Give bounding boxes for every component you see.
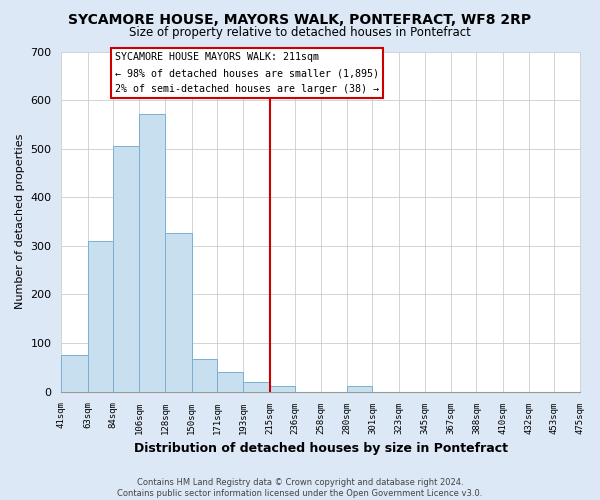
Bar <box>217 372 243 392</box>
Bar <box>192 358 217 392</box>
Bar <box>88 240 113 392</box>
Bar <box>61 355 88 392</box>
Bar <box>269 386 295 392</box>
Text: Size of property relative to detached houses in Pontefract: Size of property relative to detached ho… <box>129 26 471 39</box>
Text: SYCAMORE HOUSE MAYORS WALK: 211sqm
← 98% of detached houses are smaller (1,895)
: SYCAMORE HOUSE MAYORS WALK: 211sqm ← 98%… <box>115 52 379 94</box>
Text: SYCAMORE HOUSE, MAYORS WALK, PONTEFRACT, WF8 2RP: SYCAMORE HOUSE, MAYORS WALK, PONTEFRACT,… <box>68 12 532 26</box>
Bar <box>243 382 269 392</box>
Text: Contains HM Land Registry data © Crown copyright and database right 2024.
Contai: Contains HM Land Registry data © Crown c… <box>118 478 482 498</box>
Bar <box>113 146 139 392</box>
Bar <box>347 386 373 392</box>
Bar <box>166 233 192 392</box>
Y-axis label: Number of detached properties: Number of detached properties <box>15 134 25 310</box>
X-axis label: Distribution of detached houses by size in Pontefract: Distribution of detached houses by size … <box>134 442 508 455</box>
Bar <box>139 114 166 392</box>
